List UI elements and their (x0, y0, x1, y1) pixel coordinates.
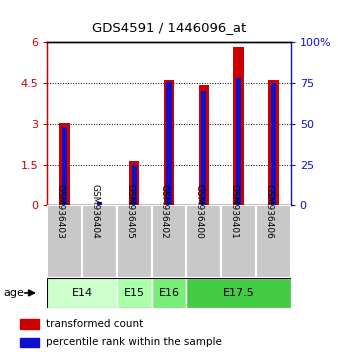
Bar (152, 278, 186, 308)
Bar (97, 202, 102, 205)
Text: age: age (3, 288, 24, 298)
Text: GSM936405: GSM936405 (125, 184, 134, 239)
Bar (166, 81, 172, 205)
Text: E15: E15 (124, 288, 145, 298)
Bar (62, 127, 67, 205)
Bar (271, 83, 276, 205)
Text: GDS4591 / 1446096_at: GDS4591 / 1446096_at (92, 21, 246, 34)
Text: GSM936402: GSM936402 (160, 184, 169, 239)
Text: GSM936403: GSM936403 (56, 184, 65, 239)
Bar (20, 319, 39, 329)
Text: transformed count: transformed count (46, 319, 143, 329)
Bar (117, 278, 152, 308)
Bar (221, 205, 256, 278)
Bar (201, 91, 207, 205)
Text: GSM936404: GSM936404 (91, 184, 99, 239)
Text: percentile rank within the sample: percentile rank within the sample (46, 337, 222, 348)
Bar (82, 205, 117, 278)
Bar (47, 278, 117, 308)
Bar (152, 205, 186, 278)
Bar (164, 80, 174, 205)
Bar (47, 205, 82, 278)
Bar (198, 85, 209, 205)
Bar (131, 165, 137, 205)
Bar (186, 278, 291, 308)
Text: E17.5: E17.5 (223, 288, 255, 298)
Text: E16: E16 (159, 288, 179, 298)
Bar (236, 78, 241, 205)
Bar (129, 161, 140, 205)
Text: GSM936400: GSM936400 (195, 184, 204, 239)
Bar (256, 205, 291, 278)
Bar (268, 80, 279, 205)
Bar (20, 338, 39, 347)
Text: GSM936401: GSM936401 (230, 184, 239, 239)
Bar (233, 47, 244, 205)
Bar (186, 205, 221, 278)
Bar (59, 122, 70, 205)
Bar (117, 205, 152, 278)
Text: E14: E14 (72, 288, 93, 298)
Text: GSM936406: GSM936406 (264, 184, 273, 239)
